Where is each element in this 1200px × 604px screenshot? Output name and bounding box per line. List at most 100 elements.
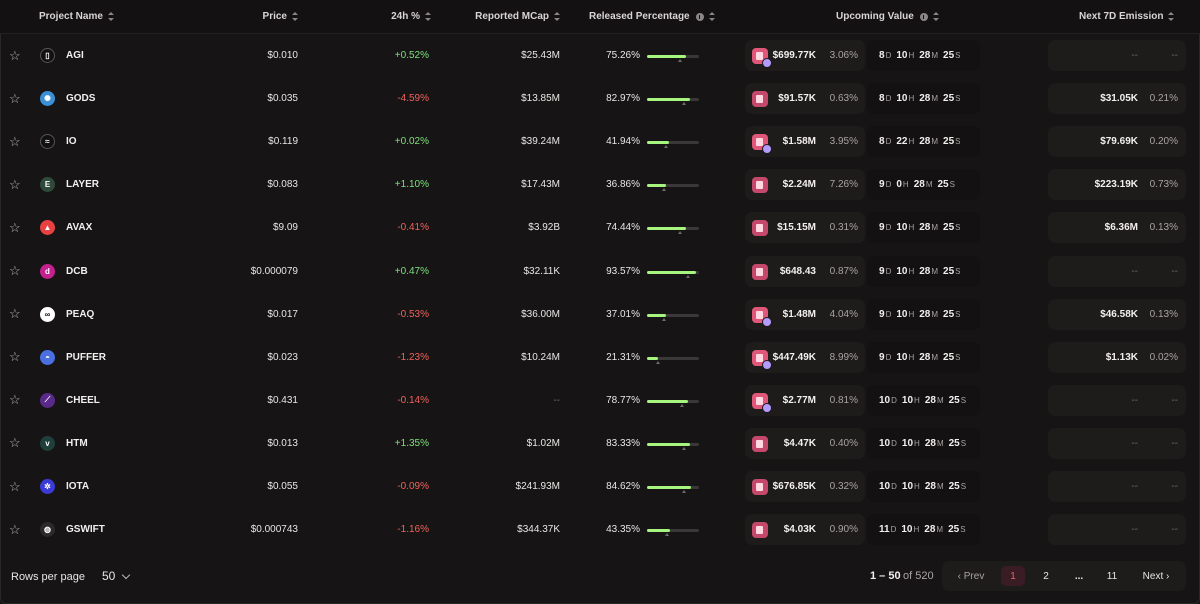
timer-minutes: 28 [919,136,931,148]
emission-box[interactable] [1048,212,1186,244]
project-name[interactable]: CHEEL [66,394,100,406]
emission-box[interactable] [1048,471,1186,502]
table-row[interactable]: ☆ ✺ GODS $0.035 -4.59% $13.85M 82.97% $91.57K 0.… [0,77,1200,120]
page-button-1[interactable]: 1 [1001,566,1025,586]
upcoming-value: $15.15M [777,222,816,234]
favorite-star-icon[interactable]: ☆ [9,349,21,365]
col-project-name[interactable]: Project Name [39,11,114,22]
col-24h[interactable]: 24h % [360,11,431,22]
project-name[interactable]: GODS [66,93,96,105]
next-page-button[interactable]: Next › [1142,570,1170,582]
timer-hours: 10 [901,481,914,492]
favorite-star-icon[interactable]: ☆ [9,133,21,149]
timer-days: 9 [879,222,885,234]
project-name[interactable]: GSWIFT [66,524,105,536]
released-percentage: 75.26% [606,50,640,61]
timer-days: 9 [879,179,885,191]
upcoming-value: $676.85K [772,481,816,492]
released-progress-bar [647,442,699,450]
project-name[interactable]: DCB [66,265,88,277]
favorite-star-icon[interactable]: ☆ [9,47,21,63]
puffer-logo-icon: ◓ [40,349,55,365]
table-row[interactable]: ☆ ◍ GSWIFT $0.000743 -1.16% $344.37K 43.35% $4.… [0,508,1200,551]
timer-days: 9 [879,351,885,363]
col-upcoming-value[interactable]: Upcoming Value [836,11,939,22]
emission-box[interactable] [1048,384,1186,416]
col-24h-label: 24h % [391,11,420,22]
timer-hours: 10 [901,524,913,536]
favorite-star-icon[interactable]: ☆ [9,521,21,537]
page-button-11[interactable]: 11 [1106,570,1118,582]
table-row[interactable]: ☆ ∞ PEAQ $0.017 -0.53% $36.00M 37.01% $1.48M 4.0… [0,293,1200,336]
price: $0.083 [267,179,298,191]
unlock-badge-inner [756,267,763,276]
table-row[interactable]: ☆ ▯ AGI $0.010 +0.52% $25.43M 75.26% $699.77K 3.… [0,34,1200,77]
table-row[interactable]: ☆ ⟋ CHEEL $0.431 -0.14% -- 78.77% $2.77M 0.81% 10… [0,379,1200,422]
project-name[interactable]: HTM [66,437,88,449]
table-row[interactable]: ☆ ▲ AVAX $9.09 -0.41% $3.92B 74.44% $15.15M 0.31… [0,206,1200,249]
released-progress-bar [647,399,699,407]
favorite-star-icon[interactable]: ☆ [9,306,21,322]
table-header: Project Name Price 24h % Reported MCap R… [0,0,1200,34]
timer-hours-unit: H [908,223,915,233]
info-icon[interactable] [919,12,928,21]
col-price[interactable]: Price [230,11,298,22]
project-name[interactable]: IO [66,136,77,148]
timer-hours: 10 [896,93,908,105]
released-progress-fill [647,529,670,533]
change-24h: -0.14% [397,394,429,406]
project-name[interactable]: AGI [66,50,84,61]
favorite-star-icon[interactable]: ☆ [9,219,21,235]
favorite-star-icon[interactable]: ☆ [9,435,21,451]
next-7d-emission-percent: -- [1171,50,1178,61]
timer-minutes-unit: M [931,352,939,362]
emission-box[interactable] [1048,40,1186,71]
person-icon [762,402,772,413]
timer-hours: 10 [896,222,908,234]
project-name[interactable]: IOTA [66,481,90,492]
emission-box[interactable] [1048,341,1186,373]
table-footer: Rows per page 50 1 – 50 of 520 ‹ Prev 1 … [0,548,1200,604]
sort-icon [1168,12,1175,21]
col-released-percentage[interactable]: Released Percentage [589,11,715,22]
change-24h: +0.52% [394,50,429,61]
emission-box[interactable] [1048,514,1186,546]
table-row[interactable]: ☆ ≈ IO $0.119 +0.02% $39.24M 41.94% $1.58M 3.95%… [0,120,1200,163]
timer-minutes-unit: M [931,94,939,104]
favorite-star-icon[interactable]: ☆ [9,478,21,494]
table-row[interactable]: ☆ E LAYER $0.083 +1.10% $17.43M 36.86% $2.24M 7.… [0,163,1200,206]
favorite-star-icon[interactable]: ☆ [9,90,21,106]
emission-box[interactable] [1048,255,1186,287]
project-name[interactable]: PUFFER [66,351,106,363]
emission-box[interactable] [1048,427,1186,459]
emission-box[interactable] [1048,83,1186,115]
table-row[interactable]: ☆ ✲ IOTA $0.055 -0.09% $241.93M 84.62% $676.85K… [0,465,1200,508]
released-percentage: 84.62% [606,481,640,492]
released-percentage: 21.31% [606,351,640,363]
col-next-7d-emission[interactable]: Next 7D Emission [1079,11,1175,22]
released-progress-fill [647,55,687,58]
person-icon [762,58,772,68]
unlock-badge-inner [756,52,763,60]
upcoming-value: $91.57K [778,93,816,105]
col-reported-mcap[interactable]: Reported MCap [460,11,560,22]
released-percentage: 82.97% [606,93,640,105]
favorite-star-icon[interactable]: ☆ [9,263,21,278]
rows-per-page-select[interactable]: 50 [102,569,131,583]
released-percentage: 93.57% [606,265,640,277]
project-name[interactable]: AVAX [66,222,93,234]
table-row[interactable]: ☆ v HTM $0.013 +1.35% $1.02M 83.33% $4.47K 0.40%… [0,422,1200,465]
page-button-2[interactable]: 2 [1043,570,1049,582]
emission-box[interactable] [1048,126,1186,158]
info-icon[interactable] [695,12,704,21]
emission-box[interactable] [1048,298,1186,330]
project-name[interactable]: PEAQ [66,308,95,320]
table-row[interactable]: ☆ d DCB $0.000079 +0.47% $32.11K 93.57% $648.43… [0,250,1200,293]
favorite-star-icon[interactable]: ☆ [9,392,21,408]
timer-days-unit: D [885,137,892,147]
favorite-star-icon[interactable]: ☆ [9,176,21,192]
emission-box[interactable] [1048,169,1186,201]
project-name[interactable]: LAYER [66,179,99,191]
prev-page-button[interactable]: ‹ Prev [957,570,985,582]
table-row[interactable]: ☆ ◓ PUFFER $0.023 -1.23% $10.24M 21.31% $447.49… [0,336,1200,379]
